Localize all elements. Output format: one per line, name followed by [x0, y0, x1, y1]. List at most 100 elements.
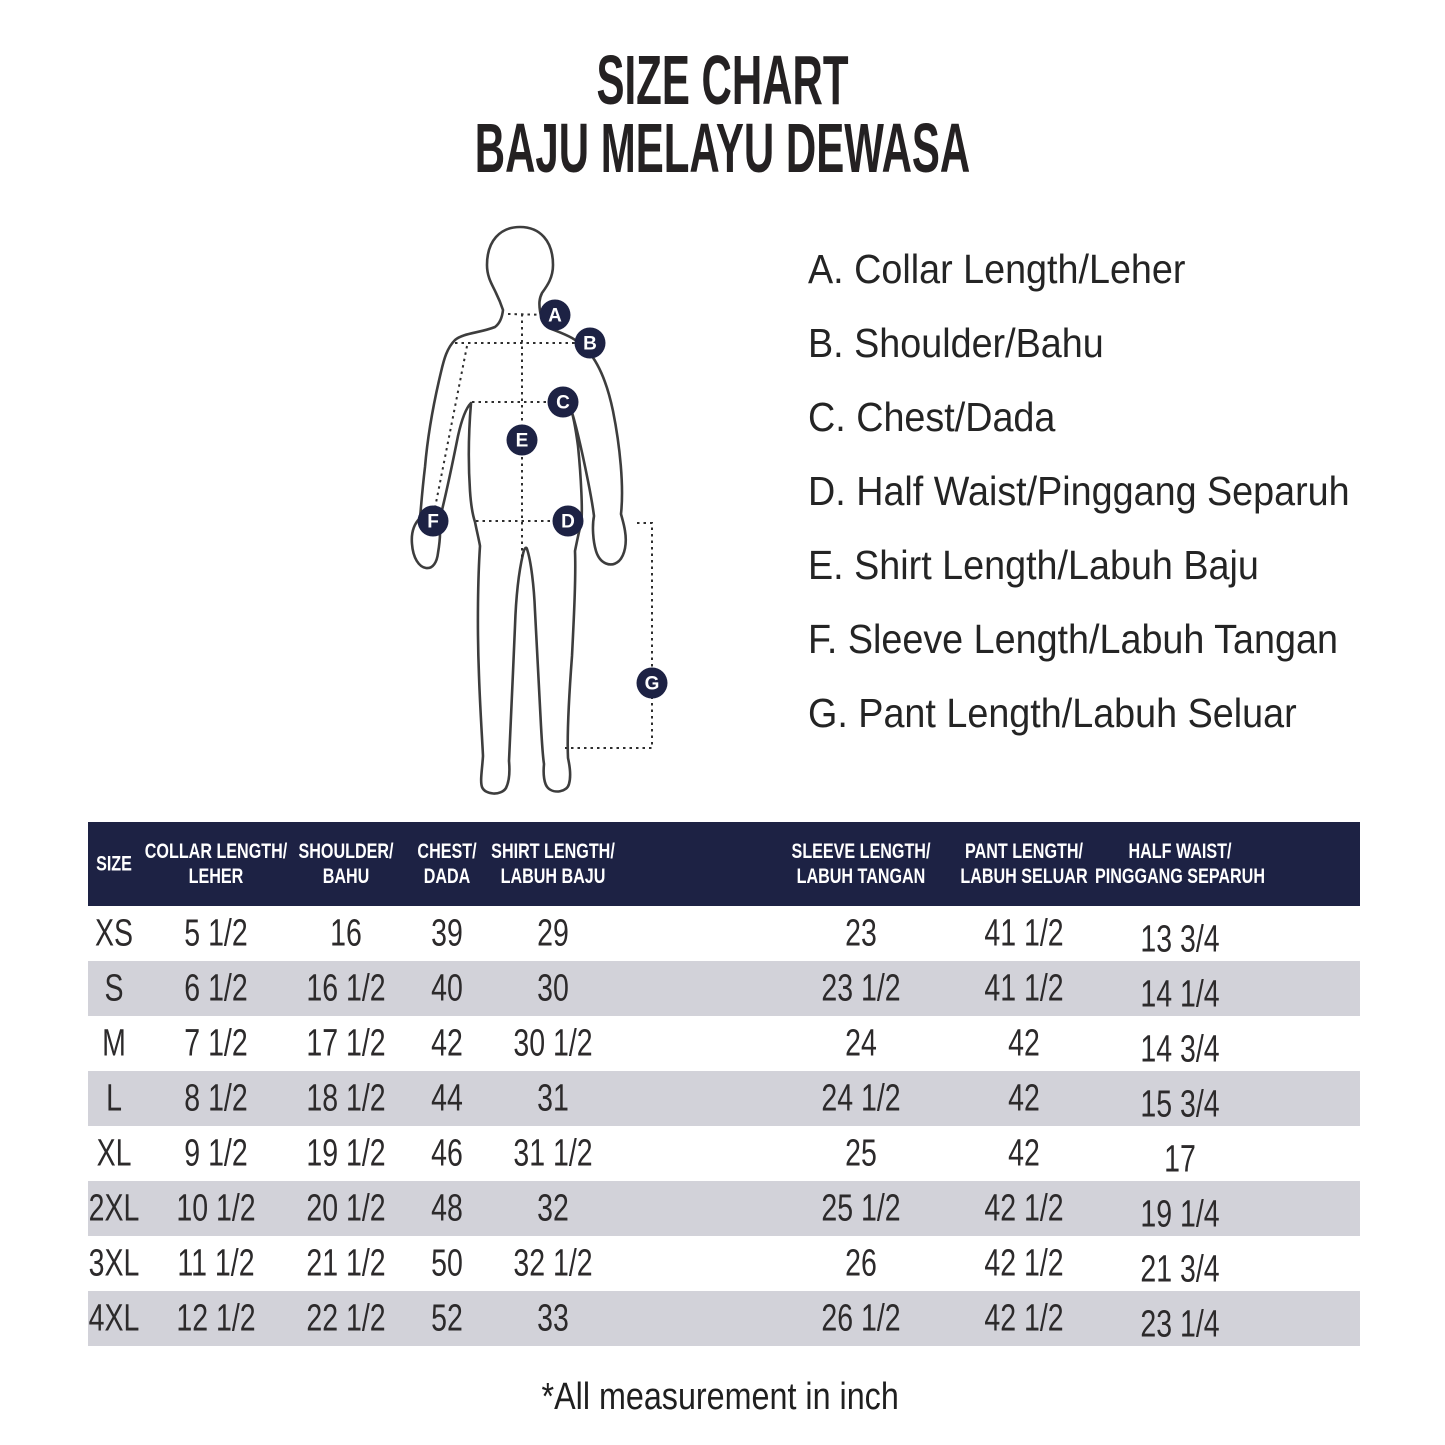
value-cell: 20 1/2 [306, 1187, 386, 1229]
svg-text:C: C [556, 393, 570, 414]
svg-text:G: G [645, 674, 660, 695]
value-cell: 15 3/4 [1140, 1083, 1220, 1126]
column-header: COLLAR LENGTH/LEHER [144, 839, 288, 888]
size-cell: 3XL [88, 1242, 140, 1284]
value-cell: 7 1/2 [184, 1022, 248, 1064]
value-cell: 11 1/2 [177, 1242, 255, 1284]
value-cell: 13 3/4 [1140, 918, 1220, 961]
svg-text:A: A [548, 306, 562, 327]
value-cell: 26 1/2 [821, 1297, 901, 1339]
footnote: *All measurement in inch [0, 1376, 1440, 1419]
title-line-2: BAJU MELAYU DEWASA [474, 109, 971, 187]
value-cell: 17 1/2 [306, 1022, 386, 1064]
value-cell: 12 1/2 [176, 1297, 256, 1339]
table-row-4xl: 4XL 12 1/2 22 1/2 52 33 26 1/2 42 1/2 23 1/4 [88, 1291, 1360, 1346]
table-row-xl: XL 9 1/2 19 1/2 46 31 1/2 25 42 17 [88, 1126, 1360, 1181]
value-cell: 10 1/2 [176, 1187, 256, 1229]
table-row-2xl: 2XL 10 1/2 20 1/2 48 32 25 1/2 42 1/2 19 1/4 [88, 1181, 1360, 1236]
value-cell: 5 1/2 [184, 912, 248, 954]
size-cell: S [104, 967, 124, 1009]
legend-item: F. Sleeve Length/Labuh Tangan [808, 615, 1338, 662]
value-cell: 30 [537, 967, 569, 1009]
value-cell: 29 [537, 912, 569, 954]
value-cell: 50 [431, 1242, 463, 1284]
marker-f: F [417, 505, 449, 537]
value-cell: 32 1/2 [513, 1242, 593, 1284]
value-cell: 25 1/2 [821, 1187, 901, 1229]
value-cell: 44 [431, 1077, 463, 1119]
size-cell: 2XL [88, 1187, 140, 1229]
measurement-legend: A. Collar Length/Leher B. Shoulder/Bahu C.… [808, 232, 1397, 750]
value-cell: 42 [1008, 1077, 1040, 1119]
size-cell: 4XL [88, 1297, 140, 1339]
legend-item: B. Shoulder/Bahu [808, 319, 1104, 366]
value-cell: 16 [330, 912, 362, 954]
legend-item: A. Collar Length/Leher [808, 245, 1186, 292]
value-cell: 48 [431, 1187, 463, 1229]
value-cell: 41 1/2 [984, 967, 1064, 1009]
marker-d: D [552, 505, 584, 537]
value-cell: 8 1/2 [184, 1077, 248, 1119]
value-cell: 21 1/2 [306, 1242, 386, 1284]
value-cell: 42 [1008, 1022, 1040, 1064]
size-cell: XS [94, 912, 134, 954]
size-cell: L [106, 1077, 122, 1119]
table-row-xs: XS 5 1/2 16 39 29 23 41 1/2 13 3/4 [88, 906, 1360, 961]
body-outline [410, 225, 628, 795]
marker-c: C [547, 386, 579, 418]
value-cell: 21 3/4 [1140, 1248, 1220, 1291]
value-cell: 31 1/2 [513, 1132, 593, 1174]
value-cell: 6 1/2 [184, 967, 248, 1009]
collar-line [507, 313, 553, 316]
value-cell: 19 1/4 [1140, 1193, 1220, 1236]
table-header: SIZE COLLAR LENGTH/LEHER SHOULDER/BAHU CHES… [88, 822, 1360, 906]
value-cell: 41 1/2 [984, 912, 1064, 954]
table-row-l: L 8 1/2 18 1/2 44 31 24 1/2 42 15 3/4 [88, 1071, 1360, 1126]
svg-text:D: D [561, 512, 575, 533]
column-header: HALF WAIST/PINGGANG SEPARUH [1095, 839, 1265, 888]
value-cell: 31 [537, 1077, 569, 1119]
legend-item: E. Shirt Length/Labuh Baju [808, 541, 1259, 588]
legend-item: D. Half Waist/Pinggang Separuh [808, 467, 1350, 514]
table-row-3xl: 3XL 11 1/2 21 1/2 50 32 1/2 26 42 1/2 21 3/4 [88, 1236, 1360, 1291]
size-cell: XL [96, 1132, 132, 1174]
value-cell: 42 [1008, 1132, 1040, 1174]
value-cell: 32 [537, 1187, 569, 1229]
table-row-m: M 7 1/2 17 1/2 42 30 1/2 24 42 14 3/4 [88, 1016, 1360, 1071]
value-cell: 42 1/2 [984, 1297, 1064, 1339]
column-header: SIZE [96, 851, 132, 876]
value-cell: 33 [537, 1297, 569, 1339]
size-table: SIZE COLLAR LENGTH/LEHER SHOULDER/BAHU CHES… [88, 822, 1360, 1346]
column-header: SLEEVE LENGTH/LABUH TANGAN [791, 839, 931, 888]
value-cell: 19 1/2 [306, 1132, 386, 1174]
page-title: SIZE CHART BAJU MELAYU DEWASA [0, 45, 1445, 187]
legend-item: C. Chest/Dada [808, 393, 1056, 440]
value-cell: 22 1/2 [306, 1297, 386, 1339]
value-cell: 23 [845, 912, 877, 954]
table-row-s: S 6 1/2 16 1/2 40 30 23 1/2 41 1/2 14 1/4 [88, 961, 1360, 1016]
svg-text:F: F [427, 512, 439, 533]
value-cell: 14 3/4 [1140, 1028, 1220, 1071]
value-cell: 23 1/2 [821, 967, 901, 1009]
value-cell: 26 [845, 1242, 877, 1284]
marker-b: B [574, 327, 606, 359]
value-cell: 16 1/2 [306, 967, 386, 1009]
svg-text:B: B [583, 334, 597, 355]
size-cell: M [102, 1022, 126, 1064]
svg-text:E: E [516, 431, 529, 452]
value-cell: 42 1/2 [984, 1242, 1064, 1284]
table-body: XS 5 1/2 16 39 29 23 41 1/2 13 3/4 S 6 1/2 16 1/2 4… [88, 906, 1360, 1346]
value-cell: 23 1/4 [1140, 1303, 1220, 1346]
marker-e: E [506, 424, 538, 456]
footnote-text: *All measurement in inch [541, 1376, 899, 1418]
value-cell: 46 [431, 1132, 463, 1174]
marker-g: G [636, 667, 668, 699]
value-cell: 14 1/4 [1140, 973, 1220, 1016]
value-cell: 24 1/2 [821, 1077, 901, 1119]
pant-length-bracket [565, 522, 653, 749]
body-measurement-diagram: AB C D E F G [410, 225, 668, 795]
value-cell: 52 [431, 1297, 463, 1339]
marker-a: A [539, 299, 571, 331]
value-cell: 30 1/2 [513, 1022, 593, 1064]
